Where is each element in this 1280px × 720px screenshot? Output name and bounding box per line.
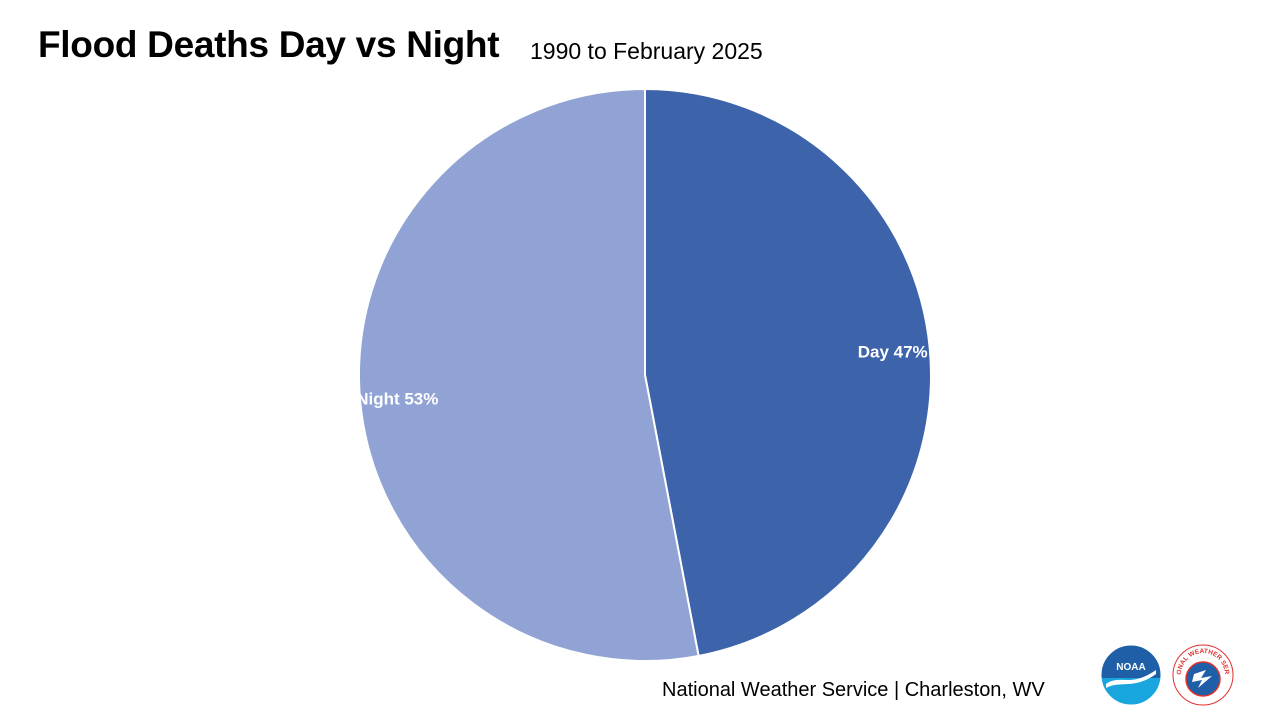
pie-slice-night: [358, 87, 700, 662]
noaa-logo-text: NOAA: [1116, 662, 1145, 673]
chart-title: Flood Deaths Day vs Night: [38, 24, 500, 65]
chart-subtitle: 1990 to February 2025: [530, 38, 763, 64]
footer-credit: National Weather Service | Charleston, W…: [662, 679, 1045, 701]
pie-label-night: Night 53%: [356, 389, 438, 408]
pie-slice-day: [644, 87, 932, 658]
nws-logo-icon: NATIONAL WEATHER SERVICE: [1172, 644, 1234, 706]
pie-label-day: Day 47%: [858, 343, 928, 362]
noaa-logo-icon: NOAA: [1100, 644, 1162, 706]
